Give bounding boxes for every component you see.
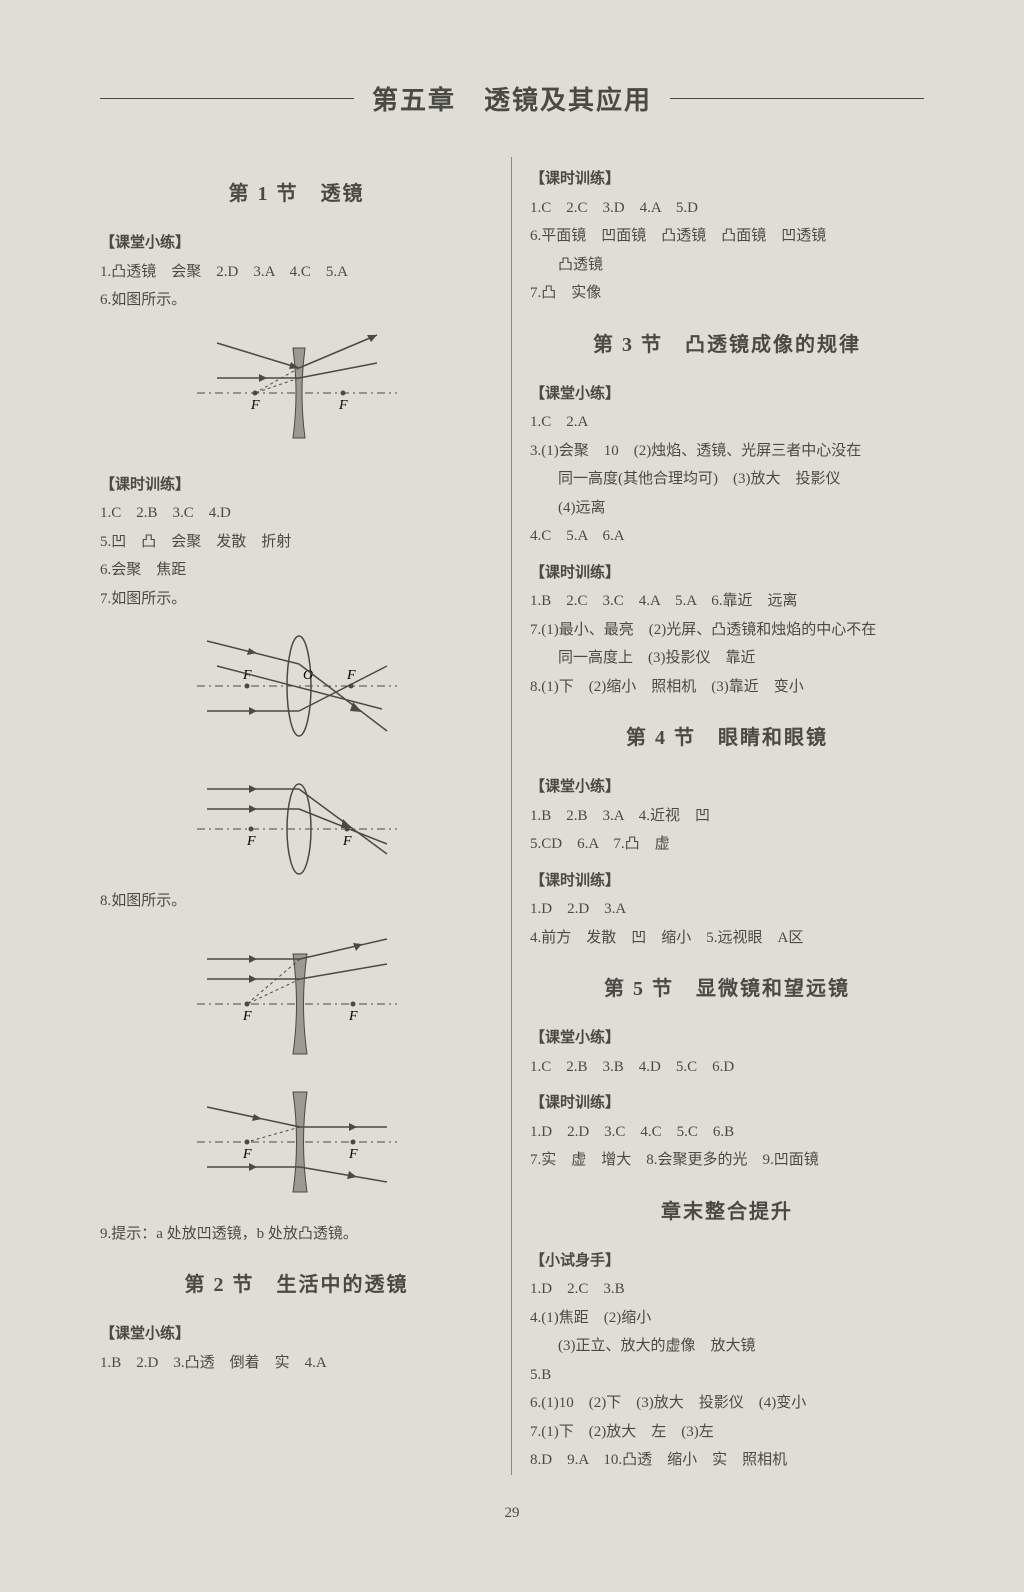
section-3-heading: 第 3 节 凸透镜成像的规律 (530, 326, 924, 364)
answer-line: 6.会聚 焦距 (100, 556, 493, 585)
figure-2a: F F O (100, 621, 493, 751)
two-columns: 第 1 节 透镜 【课堂小练】 1.凸透镜 会聚 2.D 3.A 4.C 5.A… (100, 157, 924, 1475)
right-column: 【课时训练】 1.C 2.C 3.D 4.A 5.D 6.平面镜 凹面镜 凸透镜… (512, 157, 924, 1475)
svg-text:F: F (346, 668, 356, 683)
figure-2b: F F (100, 759, 493, 879)
lens-diagram-icon: F F O (187, 621, 407, 751)
answer-line: 1.D 2.D 3.C 4.C 5.C 6.B (530, 1118, 924, 1147)
section-4-heading: 第 4 节 眼睛和眼镜 (530, 719, 924, 757)
sub-training: 【课时训练】 (530, 559, 924, 588)
answer-line: 1.D 2.D 3.A (530, 895, 924, 924)
answer-line: 4.(1)焦距 (2)缩小 (530, 1304, 924, 1333)
answer-line: 7.(1)最小、最亮 (2)光屏、凸透镜和烛焰的中心不在 (530, 616, 924, 645)
figure-1: F F (100, 323, 493, 463)
lens-diagram-icon: F F (187, 323, 407, 463)
svg-text:F: F (342, 834, 352, 849)
answer-line: 8.如图所示。 (100, 887, 493, 916)
lens-diagram-icon: F F (187, 1072, 407, 1212)
chapter-title: 第五章 透镜及其应用 (354, 80, 670, 117)
answer-line: 4.C 5.A 6.A (530, 522, 924, 551)
sub-quiz: 【小试身手】 (530, 1247, 924, 1276)
lens-diagram-icon: F F (187, 924, 407, 1064)
answer-line: 1.C 2.C 3.D 4.A 5.D (530, 194, 924, 223)
section-2-heading: 第 2 节 生活中的透镜 (100, 1266, 493, 1304)
section-1-heading: 第 1 节 透镜 (100, 175, 493, 213)
answer-line: 凸透镜 (530, 251, 924, 280)
rule-left (100, 98, 354, 99)
answer-line: 1.D 2.C 3.B (530, 1275, 924, 1304)
answer-line: 4.前方 发散 凹 缩小 5.远视眼 A区 (530, 924, 924, 953)
sub-classroom: 【课堂小练】 (530, 380, 924, 409)
answer-line: 5.凹 凸 会聚 发散 折射 (100, 528, 493, 557)
answer-line: 1.B 2.B 3.A 4.近视 凹 (530, 802, 924, 831)
svg-text:F: F (348, 1147, 358, 1162)
answer-line: (3)正立、放大的虚像 放大镜 (530, 1332, 924, 1361)
page-number: 29 (100, 1505, 924, 1522)
answer-line: 7.如图所示。 (100, 585, 493, 614)
svg-text:F: F (348, 1009, 358, 1024)
answer-line: 7.凸 实像 (530, 279, 924, 308)
answer-line: 同一高度上 (3)投影仪 靠近 (530, 644, 924, 673)
answer-line: 1.C 2.A (530, 408, 924, 437)
sub-training: 【课时训练】 (530, 165, 924, 194)
answer-line: 1.C 2.B 3.B 4.D 5.C 6.D (530, 1053, 924, 1082)
answer-line: 6.平面镜 凹面镜 凸透镜 凸面镜 凹透镜 (530, 222, 924, 251)
svg-text:F: F (246, 834, 256, 849)
lens-diagram-icon: F F (187, 759, 407, 879)
page: 第五章 透镜及其应用 第 1 节 透镜 【课堂小练】 1.凸透镜 会聚 2.D … (0, 0, 1024, 1562)
sub-classroom: 【课堂小练】 (100, 229, 493, 258)
svg-text:F: F (338, 398, 348, 413)
answer-line: 同一高度(其他合理均可) (3)放大 投影仪 (530, 465, 924, 494)
svg-text:F: F (242, 1147, 252, 1162)
answer-line: 1.B 2.D 3.凸透 倒着 实 4.A (100, 1349, 493, 1378)
answer-line: 9.提示：a 处放凹透镜，b 处放凸透镜。 (100, 1220, 493, 1249)
section-5-heading: 第 5 节 显微镜和望远镜 (530, 970, 924, 1008)
sub-classroom: 【课堂小练】 (100, 1320, 493, 1349)
svg-text:F: F (250, 398, 260, 413)
figure-3a: F F (100, 924, 493, 1064)
answer-line: 5.CD 6.A 7.凸 虚 (530, 830, 924, 859)
sub-training: 【课时训练】 (530, 1089, 924, 1118)
sub-classroom: 【课堂小练】 (530, 1024, 924, 1053)
answer-line: 1.C 2.B 3.C 4.D (100, 499, 493, 528)
answer-line: 6.(1)10 (2)下 (3)放大 投影仪 (4)变小 (530, 1389, 924, 1418)
answer-line: 1.凸透镜 会聚 2.D 3.A 4.C 5.A (100, 258, 493, 287)
sub-training: 【课时训练】 (530, 867, 924, 896)
answer-line: 8.D 9.A 10.凸透 缩小 实 照相机 (530, 1446, 924, 1475)
section-6-heading: 章末整合提升 (530, 1193, 924, 1231)
rule-right (670, 98, 924, 99)
answer-line: (4)远离 (530, 494, 924, 523)
answer-line: 5.B (530, 1361, 924, 1390)
answer-line: 8.(1)下 (2)缩小 照相机 (3)靠近 变小 (530, 673, 924, 702)
answer-line: 3.(1)会聚 10 (2)烛焰、透镜、光屏三者中心没在 (530, 437, 924, 466)
answer-line: 1.B 2.C 3.C 4.A 5.A 6.靠近 远离 (530, 587, 924, 616)
sub-training: 【课时训练】 (100, 471, 493, 500)
svg-text:F: F (242, 1009, 252, 1024)
sub-classroom: 【课堂小练】 (530, 773, 924, 802)
answer-line: 6.如图所示。 (100, 286, 493, 315)
left-column: 第 1 节 透镜 【课堂小练】 1.凸透镜 会聚 2.D 3.A 4.C 5.A… (100, 157, 512, 1475)
answer-line: 7.实 虚 增大 8.会聚更多的光 9.凹面镜 (530, 1146, 924, 1175)
figure-3b: F F (100, 1072, 493, 1212)
answer-line: 7.(1)下 (2)放大 左 (3)左 (530, 1418, 924, 1447)
chapter-header: 第五章 透镜及其应用 (100, 80, 924, 117)
